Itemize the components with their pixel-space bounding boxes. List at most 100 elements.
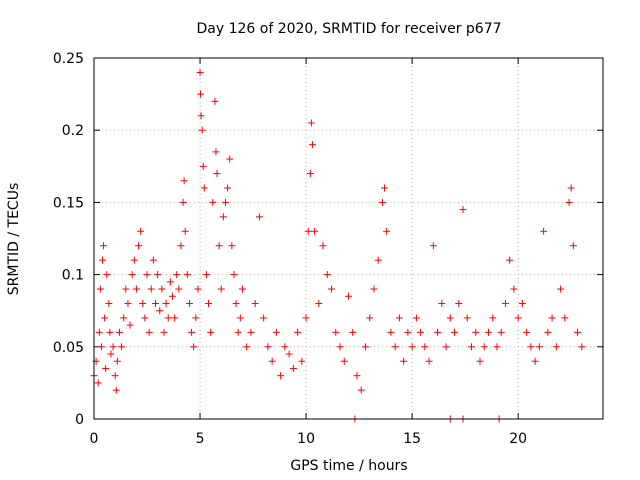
data-point: [400, 357, 408, 365]
data-point: [349, 328, 357, 336]
x-tick-label: 0: [90, 431, 99, 447]
data-point: [234, 328, 242, 336]
gridlines: [94, 58, 603, 419]
data-point: [361, 343, 369, 351]
data-point: [232, 299, 240, 307]
x-tick-label: 15: [403, 431, 421, 447]
data-point: [304, 227, 312, 235]
data-point: [202, 271, 210, 279]
data-point: [122, 285, 130, 293]
data-point: [205, 299, 213, 307]
data-point: [98, 256, 106, 264]
data-point: [247, 328, 255, 336]
y-tick-label: 0.2: [62, 123, 84, 139]
data-point: [535, 343, 543, 351]
data-point: [126, 321, 134, 329]
data-point: [518, 299, 526, 307]
data-point: [442, 343, 450, 351]
y-tick-label: 0.15: [53, 195, 84, 211]
data-point: [455, 299, 463, 307]
data-point: [281, 343, 289, 351]
data-point: [217, 285, 225, 293]
y-axis-label: SRMTID / TECUs: [6, 183, 22, 296]
data-point: [212, 148, 220, 156]
data-point: [408, 343, 416, 351]
data-point: [143, 271, 151, 279]
data-point: [160, 328, 168, 336]
data-point: [298, 357, 306, 365]
x-tick-label: 5: [196, 431, 205, 447]
data-point: [175, 285, 183, 293]
data-point: [540, 227, 548, 235]
data-point: [152, 299, 160, 307]
data-point: [139, 299, 147, 307]
data-point: [109, 343, 117, 351]
data-point: [135, 242, 143, 250]
data-point: [181, 227, 189, 235]
data-point: [230, 271, 238, 279]
data-point: [177, 242, 185, 250]
data-point: [156, 307, 164, 315]
data-point: [102, 364, 110, 372]
x-tick-label: 20: [509, 431, 527, 447]
data-point: [199, 162, 207, 170]
chart-title: Day 126 of 2020, SRMTID for receiver p67…: [196, 21, 501, 37]
data-point: [179, 198, 187, 206]
data-point: [451, 328, 459, 336]
data-point: [446, 314, 454, 322]
data-point: [489, 314, 497, 322]
data-point: [158, 285, 166, 293]
data-point: [425, 357, 433, 365]
data-point: [103, 271, 111, 279]
data-point: [213, 170, 221, 178]
data-point: [183, 271, 191, 279]
data-point: [497, 328, 505, 336]
data-point: [523, 328, 531, 336]
data-point: [569, 242, 577, 250]
data-point: [378, 198, 386, 206]
data-point: [196, 90, 204, 98]
data-point: [111, 372, 119, 380]
data-point: [484, 328, 492, 336]
data-point: [180, 177, 188, 185]
data-point: [124, 299, 132, 307]
data-point: [192, 314, 200, 322]
data-point: [264, 343, 272, 351]
data-point: [115, 328, 123, 336]
data-point: [574, 328, 582, 336]
data-point: [260, 314, 268, 322]
data-point: [100, 242, 108, 250]
data-point: [404, 328, 412, 336]
data-point: [381, 184, 389, 192]
data-point: [197, 112, 205, 120]
data-point: [200, 184, 208, 192]
data-point: [251, 299, 259, 307]
y-tick-label: 0: [75, 412, 84, 428]
data-point: [561, 314, 569, 322]
data-point: [147, 285, 155, 293]
data-point: [106, 328, 114, 336]
data-point: [548, 314, 556, 322]
data-point: [162, 299, 170, 307]
data-point: [370, 285, 378, 293]
data-point: [476, 357, 484, 365]
data-point: [383, 227, 391, 235]
data-point: [137, 227, 145, 235]
data-point: [567, 184, 575, 192]
data-point: [243, 343, 251, 351]
y-tick-label: 0.1: [62, 268, 84, 284]
data-point: [438, 299, 446, 307]
data-point: [294, 328, 302, 336]
data-point: [328, 285, 336, 293]
data-point: [132, 285, 140, 293]
data-point: [510, 285, 518, 293]
data-point: [236, 314, 244, 322]
data-point: [198, 126, 206, 134]
data-point: [154, 271, 162, 279]
data-point: [224, 184, 232, 192]
data-point: [226, 155, 234, 163]
data-point: [118, 343, 126, 351]
data-point: [311, 227, 319, 235]
data-point: [391, 343, 399, 351]
